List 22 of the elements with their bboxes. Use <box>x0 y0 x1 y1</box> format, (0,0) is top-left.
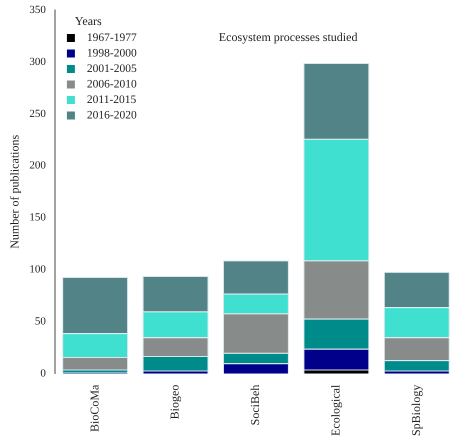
legend-label: 1998-2000 <box>86 48 137 60</box>
legend-title: Years <box>74 14 102 28</box>
text: Ecosystem processes studied <box>218 30 358 44</box>
y-tick-label: 200 <box>29 160 46 172</box>
x-tick-label: Biogeo <box>168 384 182 420</box>
y-tick-label: 250 <box>29 108 46 120</box>
x-tick-label: Ecological <box>328 384 343 436</box>
y-tick-label: 50 <box>34 316 46 328</box>
x-tick-label: SociBeh <box>248 384 262 426</box>
x-tick-label: SpBiology <box>408 384 423 436</box>
y-tick-label: 350 <box>29 4 46 16</box>
legend-label: 1967-1977 <box>86 32 137 44</box>
y-tick-label: 300 <box>29 56 46 68</box>
legend-label: 2011-2015 <box>86 94 137 106</box>
y-axis-title: Number of publications <box>7 134 22 249</box>
legend-label: 2001-2005 <box>86 63 137 76</box>
y-tick-label: 150 <box>29 212 46 224</box>
legend-label: 2016-2020 <box>86 110 137 122</box>
legend-label: 2006-2010 <box>86 78 137 91</box>
y-tick-label: 0 <box>40 368 46 380</box>
y-tick-label: 100 <box>29 264 46 276</box>
x-tick-label: BioCoMa <box>87 384 102 432</box>
